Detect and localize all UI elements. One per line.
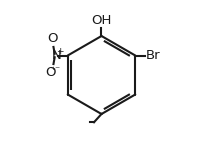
- Text: O: O: [45, 66, 56, 79]
- Text: OH: OH: [91, 14, 111, 27]
- Text: N: N: [51, 49, 61, 62]
- Text: O: O: [47, 32, 58, 45]
- Text: +: +: [56, 47, 63, 56]
- Text: Br: Br: [145, 49, 160, 62]
- Text: ⁻: ⁻: [54, 66, 59, 76]
- Text: ⁺: ⁺: [50, 66, 55, 75]
